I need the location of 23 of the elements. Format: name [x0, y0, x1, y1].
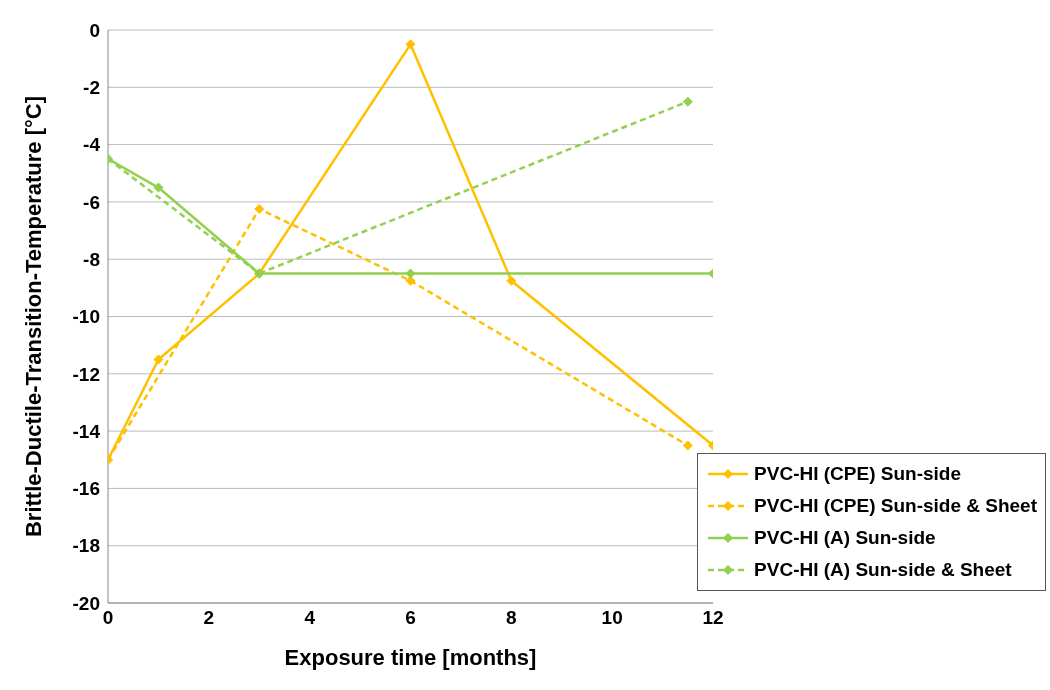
x-tick-label: 4 — [304, 607, 316, 629]
y-tick-label: 0 — [89, 19, 100, 41]
y-tick-label: -2 — [83, 77, 100, 99]
y-tick-label: -20 — [72, 592, 100, 614]
y-tick-label: -10 — [72, 306, 100, 328]
y-tick-label: -8 — [83, 248, 100, 270]
y-tick-label: -4 — [83, 134, 101, 156]
x-tick-label: 8 — [506, 607, 517, 629]
legend-label: PVC-HI (A) Sun-side & Sheet — [754, 559, 1012, 581]
x-tick-label: 6 — [405, 607, 416, 629]
y-tick-label: -12 — [72, 363, 100, 385]
x-tick-label: 12 — [702, 607, 724, 629]
y-axis-title: Brittle-Ductile-Transition-Temperature [°C] — [20, 95, 46, 538]
y-tick-label: -18 — [72, 535, 100, 557]
y-tick-label: -14 — [72, 420, 101, 442]
x-tick-label: 2 — [203, 607, 215, 629]
y-tick-label: -16 — [72, 478, 100, 500]
x-axis-title: Exposure time [months] — [284, 645, 537, 670]
legend-label: PVC-HI (CPE) Sun-side — [754, 463, 961, 485]
legend-label: PVC-HI (A) Sun-side — [754, 527, 936, 549]
y-tick-label: -6 — [83, 191, 100, 213]
x-tick-label: 10 — [601, 607, 623, 629]
legend-label: PVC-HI (CPE) Sun-side & Sheet — [754, 495, 1037, 517]
